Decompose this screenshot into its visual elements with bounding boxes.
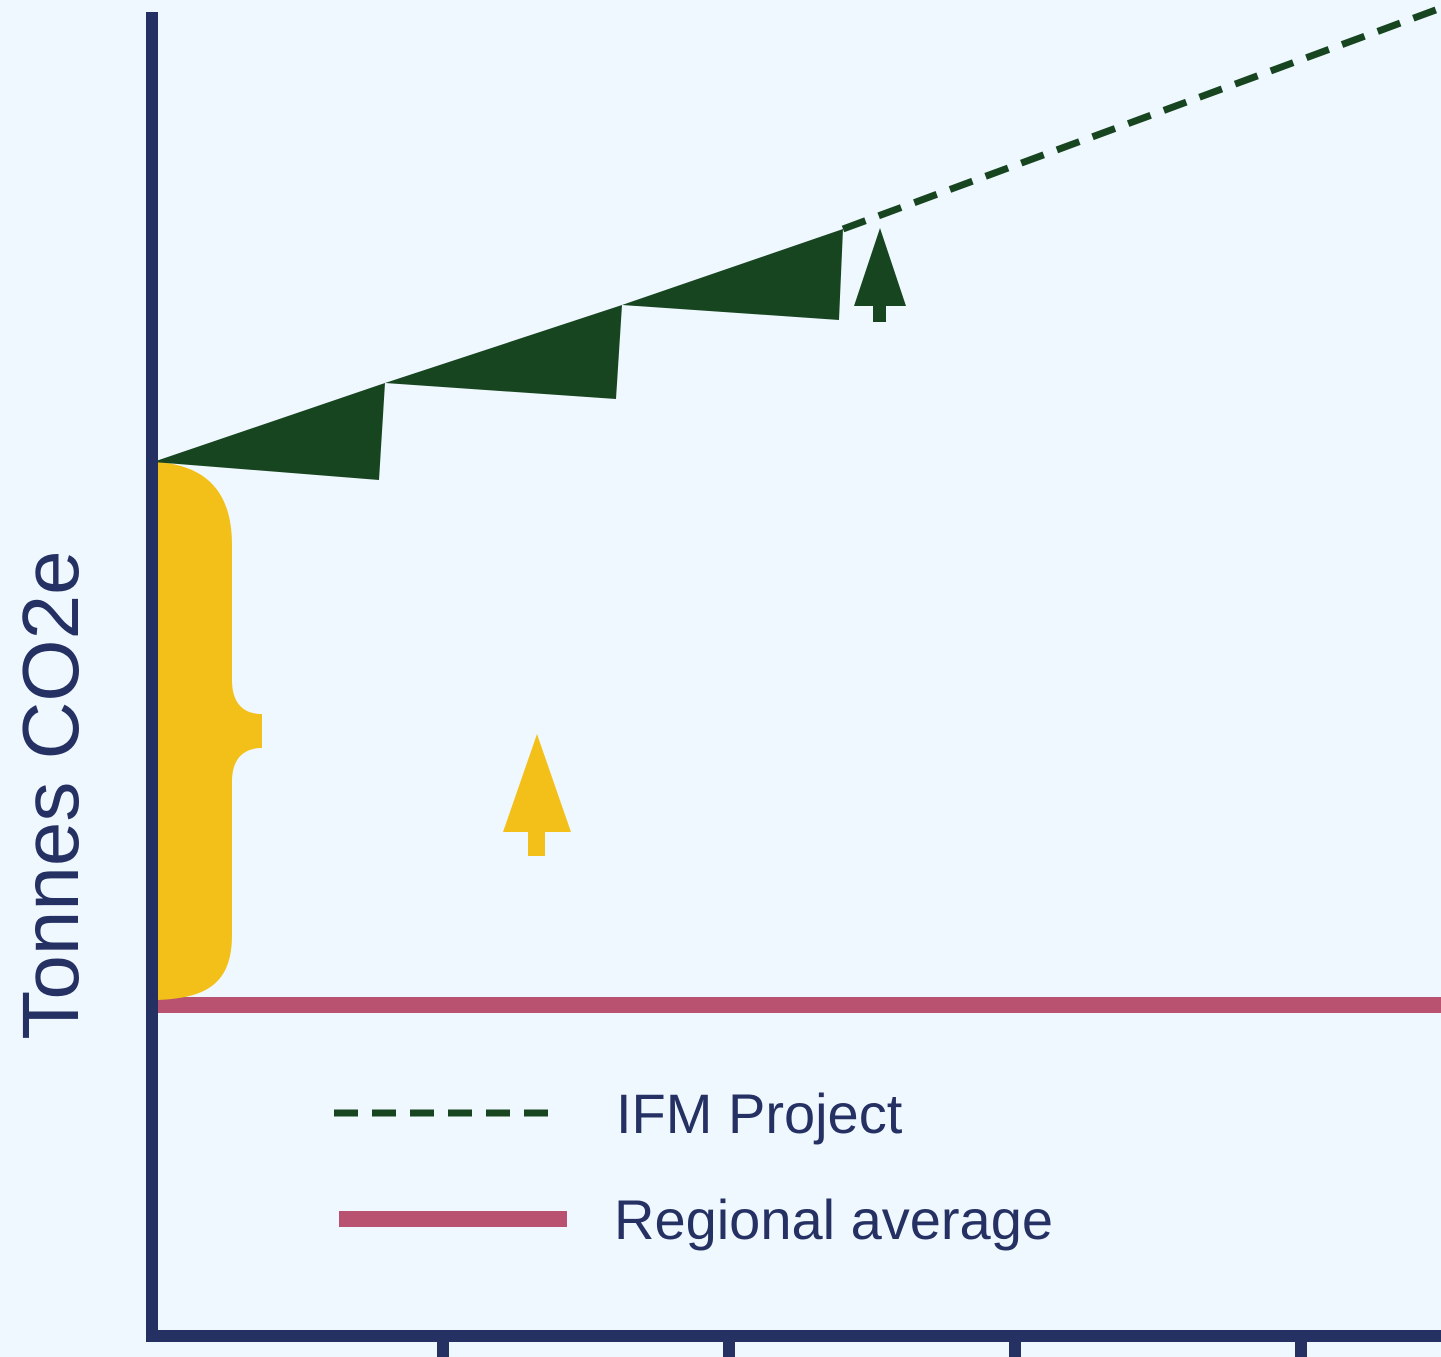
y-axis-label: Tonnes CO2e bbox=[6, 550, 95, 1039]
yellow-tree-icon bbox=[503, 734, 571, 856]
legend-label-regional-average: Regional average bbox=[614, 1188, 1053, 1251]
ifm-project-sawtooth bbox=[153, 229, 843, 480]
increment-brace bbox=[158, 462, 262, 1000]
green-tree-icon bbox=[854, 228, 906, 322]
ifm-project-dashed-line bbox=[841, 4, 1441, 233]
legend-label-ifm-project: IFM Project bbox=[616, 1082, 903, 1145]
x-axis-ticks bbox=[437, 1336, 1307, 1357]
legend: IFM Project Regional average bbox=[334, 1082, 1053, 1251]
